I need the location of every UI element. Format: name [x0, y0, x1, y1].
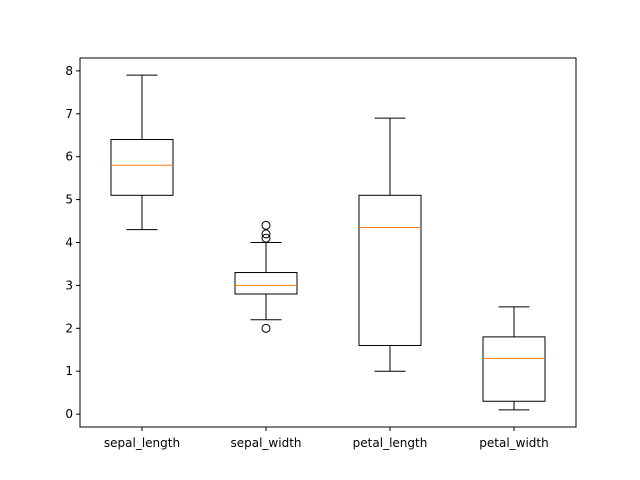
- y-tick-label: 4: [65, 236, 73, 250]
- plot-marks: [110, 74, 546, 411]
- box-group-petal_width: [482, 306, 546, 411]
- box-group-petal_length: [358, 117, 422, 372]
- y-tick-label: 6: [65, 150, 73, 164]
- y-tick-label: 7: [65, 107, 73, 121]
- y-tick-label: 1: [65, 364, 73, 378]
- outlier-point: [261, 233, 271, 243]
- x-tick-label: sepal_length: [104, 436, 180, 450]
- y-tick-label: 8: [65, 64, 73, 78]
- outlier-point: [261, 323, 271, 333]
- iqr-box: [234, 272, 298, 295]
- y-tick-label: 5: [65, 193, 73, 207]
- y-tick-label: 3: [65, 278, 73, 292]
- x-tick-label: petal_length: [353, 436, 428, 450]
- x-axis-ticks: sepal_length sepal_width petal_length petal…: [104, 427, 549, 450]
- outlier-point: [261, 229, 271, 239]
- outlier-point: [261, 220, 271, 230]
- y-tick-label: 0: [65, 407, 73, 421]
- iqr-box: [482, 336, 546, 402]
- x-tick-label: sepal_width: [230, 436, 301, 450]
- plot-frame: [79, 57, 577, 428]
- y-tick-label: 2: [65, 321, 73, 335]
- x-tick-label: petal_width: [479, 436, 548, 450]
- iqr-box: [358, 194, 422, 346]
- box-group-sepal_length: [110, 74, 174, 231]
- iqr-box: [110, 139, 174, 196]
- y-axis-ticks: 0 1 2 3 4 5 6 7 8: [65, 64, 80, 421]
- box-group-sepal_width: [234, 220, 298, 333]
